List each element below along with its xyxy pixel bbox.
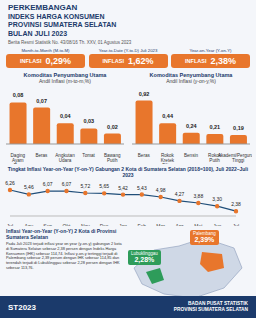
html-text:Year-on-Year (Y-on-Y): Year-on-Year (Y-on-Y) [189,48,232,53]
svg-text:0,02: 0,02 [107,124,118,130]
svg-text:Beras: Beras [138,153,151,158]
svg-text:RokokKretekFilter: RokokKretekFilter [161,153,175,164]
html-text:Andil Inflasi (y-on-y,%): Andil Inflasi (y-on-y,%) [166,78,216,84]
svg-text:5,43: 5,43 [137,185,147,191]
svg-text:Sep: Sep [43,223,52,226]
svg-text:4,98: 4,98 [156,187,166,193]
svg-text:Mei: Mei [194,223,202,226]
svg-text:Jan: Jan [119,223,127,226]
svg-text:3,30: 3,30 [212,196,222,202]
html-text:Tingkat Inflasi Year-on-Year (: Tingkat Inflasi Year-on-Year (Y-on-Y) Ga… [7,166,249,178]
html-text:PERKEMBANGAN: PERKEMBANGAN [8,3,78,12]
svg-text:Jul: Jul [8,223,13,226]
svg-text:5,42: 5,42 [118,185,128,191]
svg-text:Jun: Jun [213,223,221,226]
svg-text:2,38: 2,38 [231,201,241,207]
svg-text:6,07: 6,07 [62,181,72,187]
svg-text:Apr: Apr [176,223,184,226]
svg-text:Jul: Jul [233,223,239,226]
svg-text:0,04: 0,04 [60,113,72,119]
svg-text:Tomat: Tomat [82,153,95,158]
svg-text:0,19: 0,19 [233,125,244,131]
html-text:Putih: Putih [209,158,220,163]
html-text:2,28%: 2,28% [134,256,155,263]
html-text:Year-to-Date (Y-to-D) Juli 202: Year-to-Date (Y-to-D) Juli 2023 [98,48,158,53]
svg-text:0,44: 0,44 [162,113,174,119]
html-text:BADAN PUSAT STATISTIK: BADAN PUSAT STATISTIK [188,301,248,306]
svg-text:Okt: Okt [63,223,71,226]
svg-text:4,27: 4,27 [175,191,185,197]
html-text:Inflasi Year-on-Year (Y-on-Y): Inflasi Year-on-Year (Y-on-Y) 2 Kota di … [6,228,117,240]
svg-text:0,21: 0,21 [209,124,220,130]
html-text:Andil Inflasi (m-to-m,%): Andil Inflasi (m-to-m,%) [39,78,91,84]
html-text:INFLASI 0,29%: INFLASI 0,29% [20,56,71,66]
html-text:INDEKS HARGA KONSUMEN: INDEKS HARGA KONSUMEN [8,12,105,20]
svg-text:Nov: Nov [81,223,90,226]
html-text:Pada Juli 2023 terjadi inflasi: Pada Juli 2023 terjadi inflasi year on y… [6,241,122,270]
svg-text:5,46: 5,46 [24,184,34,190]
svg-text:6,26: 6,26 [8,180,15,186]
svg-text:DagingAyamRas: DagingAyamRas [11,153,26,164]
svg-text:0,03: 0,03 [83,118,94,124]
svg-text:Agu: Agu [24,223,33,226]
html-text:Komoditas Penyumbang Utama: Komoditas Penyumbang Utama [149,72,233,78]
svg-text:5,65: 5,65 [99,183,109,189]
html-text:BULAN JULI 2023: BULAN JULI 2023 [8,29,68,37]
svg-text:Akademi/PerguruanTinggi: Akademi/PerguruanTinggi [218,153,248,163]
svg-text:3,88: 3,88 [193,193,203,199]
html-text:Lubuklinggau: Lubuklinggau [131,251,158,256]
html-text:PROVINSI SUMATERA SELATAN: PROVINSI SUMATERA SELATAN [173,307,248,312]
svg-text:0,24: 0,24 [186,123,198,129]
html-text:Rokok: Rokok [208,153,222,158]
svg-text:6,07: 6,07 [43,181,53,187]
html-text:Month-to-Month (M-to-M): Month-to-Month (M-to-M) [21,48,70,53]
svg-text:5,72: 5,72 [80,183,90,189]
html-text:Komoditas Penyumbang Utama: Komoditas Penyumbang Utama [23,72,107,78]
svg-text:AngkutanUdara: AngkutanUdara [55,153,75,163]
html-text:ST2023: ST2023 [8,302,36,312]
svg-text:0,08: 0,08 [13,92,24,98]
html-text:2,39%: 2,39% [194,236,215,243]
svg-text:Beras: Beras [35,153,48,158]
svg-text:Des: Des [100,223,109,226]
html-text:Berita Resmi Statistik No. 43/: Berita Resmi Statistik No. 43/08/16 Th. … [8,40,132,45]
svg-text:0,92: 0,92 [139,91,150,97]
svg-text:BawangPutih: BawangPutih [104,153,121,163]
html-text:INFLASI 1,62%: INFLASI 1,62% [102,56,154,66]
html-text:PROVINSI SUMATERA SELATAN: PROVINSI SUMATERA SELATAN [8,21,117,28]
svg-text:Mar: Mar [156,223,165,226]
svg-text:0,07: 0,07 [36,98,47,104]
html-text:Palembang: Palembang [193,231,216,236]
svg-text:Bensin: Bensin [184,153,198,158]
svg-text:Feb: Feb [138,223,147,226]
html-text:INFLASI 2,38%: INFLASI 2,38% [185,56,236,66]
